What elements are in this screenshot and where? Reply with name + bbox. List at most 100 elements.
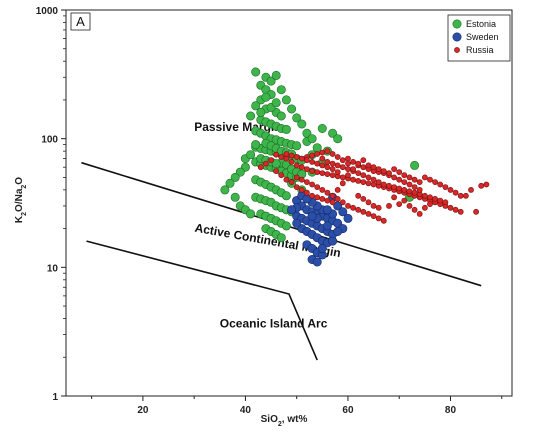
point-estonia (276, 233, 286, 243)
point-russia (391, 166, 397, 172)
point-estonia (246, 111, 256, 121)
point-russia (360, 164, 367, 171)
point-russia (334, 154, 341, 160)
point-russia (427, 176, 433, 183)
point-sweden (333, 227, 343, 237)
point-russia (288, 179, 295, 185)
point-russia (329, 172, 336, 179)
y-axis-title: K2O/Na2O (14, 177, 28, 223)
point-russia (329, 166, 336, 172)
point-russia (452, 206, 459, 213)
panel-label: A (76, 14, 85, 29)
point-russia (298, 164, 305, 171)
point-russia (442, 199, 449, 206)
point-russia (447, 186, 454, 193)
x-axis-title: SiO2, wt% (261, 414, 308, 428)
point-russia (309, 152, 315, 159)
point-russia (411, 206, 418, 213)
point-russia (442, 184, 449, 190)
point-russia (319, 186, 326, 193)
point-russia (309, 168, 315, 174)
point-russia (303, 189, 310, 196)
x-tick-label: 60 (342, 405, 354, 416)
point-estonia (271, 98, 281, 108)
point-estonia (256, 107, 266, 117)
point-russia (293, 162, 300, 169)
point-estonia (251, 101, 261, 111)
point-russia (401, 186, 408, 193)
point-sweden (307, 211, 317, 221)
point-russia (278, 172, 285, 179)
point-russia (268, 157, 274, 164)
point-russia (303, 166, 310, 172)
point-russia (309, 192, 315, 199)
point-russia (324, 158, 331, 165)
point-russia (401, 179, 408, 185)
point-estonia (271, 159, 281, 169)
point-russia (314, 184, 321, 190)
point-russia (365, 180, 372, 187)
point-russia (375, 204, 382, 211)
point-russia (329, 160, 336, 167)
point-russia (309, 158, 315, 165)
point-russia (350, 166, 356, 172)
point-russia (370, 202, 377, 209)
point-russia (432, 179, 438, 185)
point-russia (324, 197, 331, 204)
point-russia (473, 208, 479, 215)
point-russia (298, 186, 305, 193)
point-russia (360, 157, 367, 164)
point-russia (421, 174, 428, 181)
point-estonia (281, 95, 291, 105)
point-russia (339, 157, 346, 164)
point-estonia (333, 134, 343, 144)
point-estonia (230, 192, 240, 202)
point-russia (298, 155, 305, 162)
point-sweden (287, 205, 297, 215)
point-estonia (281, 221, 291, 231)
point-russia (457, 192, 464, 199)
data-points (220, 67, 490, 267)
boundary-line-2 (86, 240, 318, 361)
point-sweden (317, 244, 327, 254)
point-estonia (307, 134, 317, 144)
point-russia (339, 199, 346, 206)
point-russia (314, 169, 321, 175)
x-tick-label: 40 (240, 405, 252, 416)
point-russia (355, 192, 362, 199)
point-estonia (281, 124, 291, 134)
panel-label-box: A (70, 12, 91, 31)
point-russia (365, 162, 372, 169)
series-estonia (220, 67, 420, 243)
point-russia (406, 202, 413, 209)
point-russia (416, 186, 423, 193)
point-russia (319, 162, 326, 169)
point-russia (314, 151, 321, 157)
point-russia (447, 204, 454, 211)
point-russia (355, 170, 362, 176)
point-russia (339, 164, 346, 171)
point-russia (334, 162, 341, 169)
point-sweden (312, 257, 322, 267)
y-tick-label: 100 (41, 135, 58, 146)
point-russia (457, 208, 464, 215)
point-russia (411, 176, 418, 183)
point-russia (339, 174, 346, 181)
point-russia (293, 174, 300, 181)
point-estonia (317, 124, 327, 134)
point-estonia (302, 128, 312, 138)
point-estonia (230, 172, 240, 182)
legend-marker-estonia (452, 19, 462, 29)
legend-label-estonia: Estonia (466, 19, 496, 29)
x-tick-label: 80 (445, 405, 457, 416)
point-russia (391, 174, 397, 181)
point-russia (314, 160, 321, 167)
point-russia (386, 170, 392, 176)
point-russia (319, 195, 326, 202)
point-russia (293, 154, 300, 160)
point-sweden (338, 207, 348, 217)
point-russia (298, 176, 305, 183)
point-russia (437, 197, 444, 204)
point-russia (345, 202, 351, 209)
